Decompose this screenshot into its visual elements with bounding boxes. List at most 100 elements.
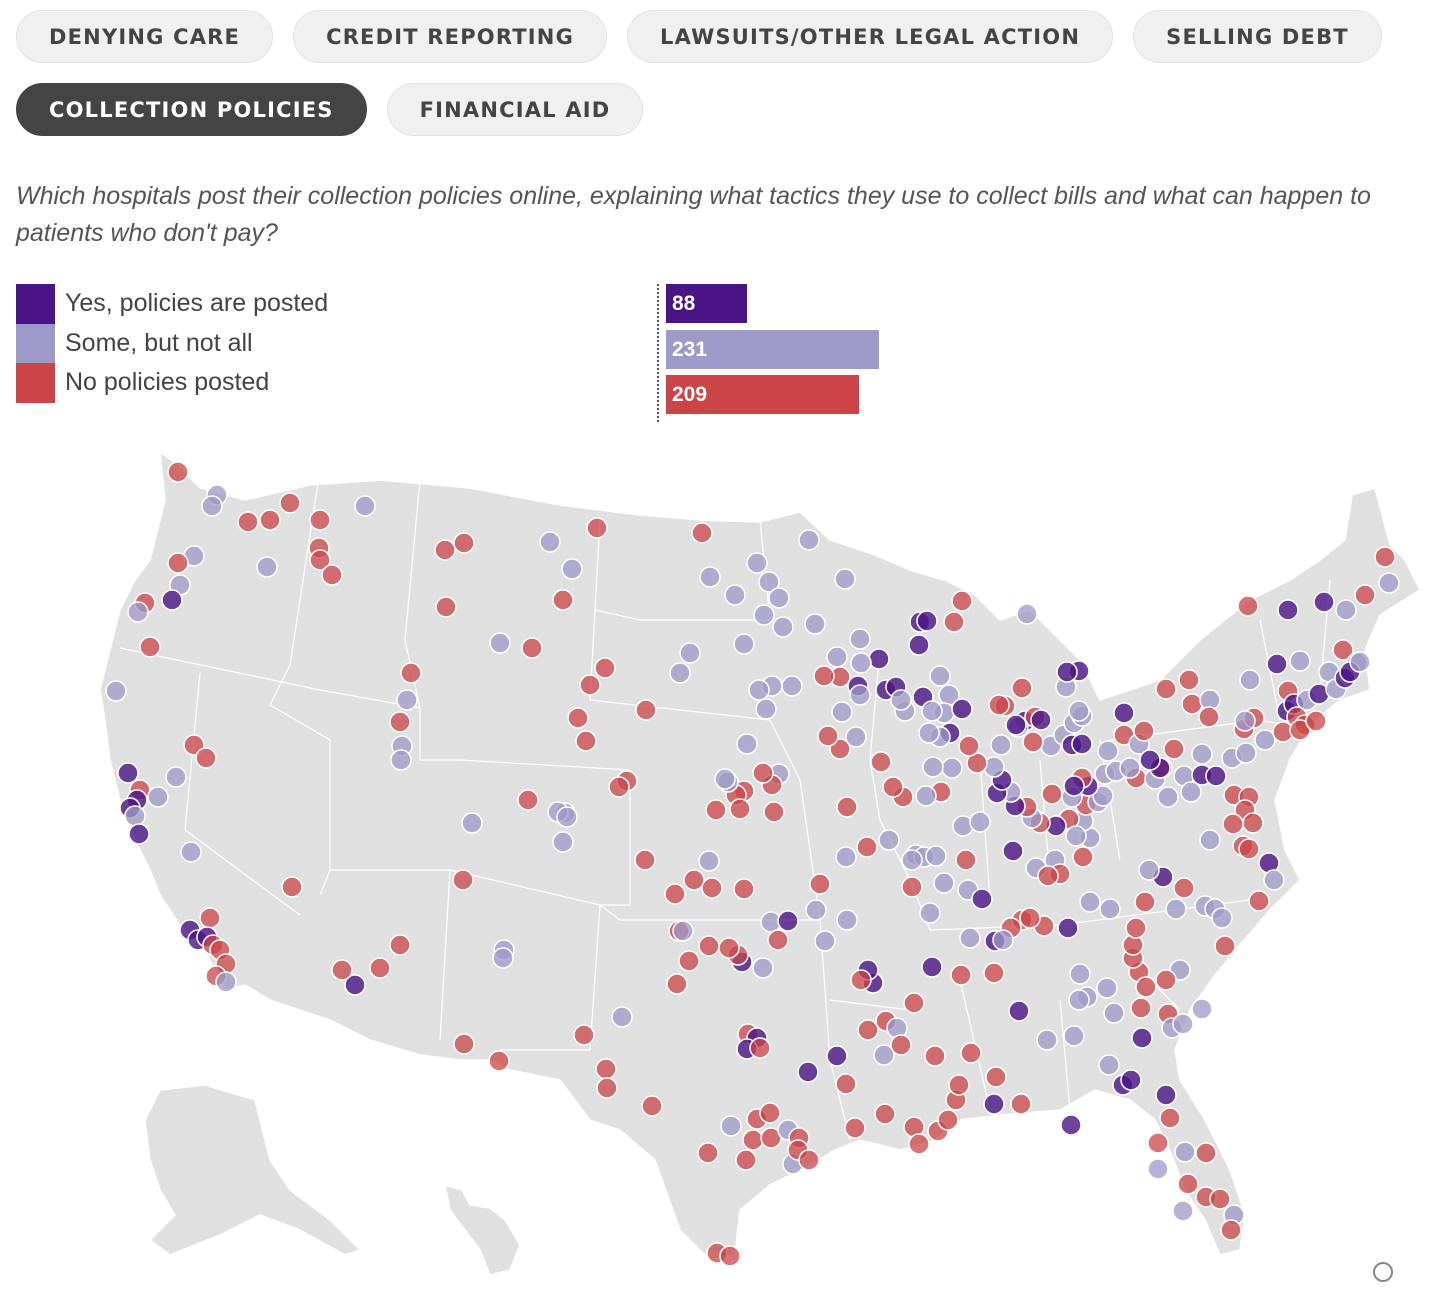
hospital-dot-no[interactable]: [1332, 639, 1354, 661]
hospital-dot-no[interactable]: [752, 762, 774, 784]
hospital-dot-no[interactable]: [1135, 976, 1157, 998]
hospital-dot-yes[interactable]: [868, 648, 890, 670]
hospital-dot-yes[interactable]: [983, 1093, 1005, 1115]
hospital-dot-some[interactable]: [1180, 781, 1202, 803]
hospital-dot-some[interactable]: [836, 909, 858, 931]
hospital-dot-some[interactable]: [915, 785, 937, 807]
hospital-dot-yes[interactable]: [1266, 653, 1288, 675]
hospital-dot-no[interactable]: [281, 876, 303, 898]
hospital-dot-no[interactable]: [697, 1142, 719, 1164]
hospital-dot-no[interactable]: [453, 532, 475, 554]
hospital-dot-no[interactable]: [452, 869, 474, 891]
hospital-dot-some[interactable]: [1099, 898, 1121, 920]
hospital-dot-no[interactable]: [666, 973, 688, 995]
hospital-dot-no[interactable]: [951, 590, 973, 612]
hospital-dot-some[interactable]: [921, 700, 943, 722]
hospital-dot-no[interactable]: [870, 751, 892, 773]
hospital-dot-no[interactable]: [488, 1050, 510, 1072]
hospital-dot-no[interactable]: [924, 1045, 946, 1067]
hospital-dot-no[interactable]: [678, 950, 700, 972]
hospital-dot-some[interactable]: [992, 929, 1014, 951]
hospital-dot-yes[interactable]: [826, 1045, 848, 1067]
hospital-dot-some[interactable]: [180, 841, 202, 863]
hospital-dot-some[interactable]: [1068, 700, 1090, 722]
hospital-dot-some[interactable]: [929, 665, 951, 687]
hospital-dot-no[interactable]: [767, 929, 789, 951]
hospital-dot-some[interactable]: [127, 601, 149, 623]
hospital-dot-some[interactable]: [1191, 998, 1213, 1020]
hospital-dot-some[interactable]: [919, 902, 941, 924]
hospital-dot-no[interactable]: [856, 836, 878, 858]
hospital-dot-yes[interactable]: [971, 888, 993, 910]
hospital-dot-no[interactable]: [434, 539, 456, 561]
us-hospital-map[interactable]: [0, 430, 1442, 1290]
hospital-dot-no[interactable]: [1041, 783, 1063, 805]
hospital-dot-some[interactable]: [461, 812, 483, 834]
hospital-dot-no[interactable]: [1374, 546, 1396, 568]
hospital-dot-yes[interactable]: [1120, 1069, 1142, 1091]
hospital-dot-no[interactable]: [1155, 969, 1177, 991]
hospital-dot-some[interactable]: [772, 616, 794, 638]
hospital-dot-no[interactable]: [608, 776, 630, 798]
hospital-dot-some[interactable]: [1016, 603, 1038, 625]
tab-credit-reporting[interactable]: CREDIT REPORTING: [293, 10, 608, 63]
hospital-dot-no[interactable]: [983, 962, 1005, 984]
hospital-dot-some[interactable]: [720, 1115, 742, 1137]
hospital-dot-some[interactable]: [925, 845, 947, 867]
hospital-dot-some[interactable]: [1036, 1029, 1058, 1051]
hospital-dot-no[interactable]: [1242, 812, 1264, 834]
tab-denying-care[interactable]: DENYING CARE: [16, 10, 274, 63]
hospital-dot-no[interactable]: [1155, 678, 1177, 700]
hospital-dot-no[interactable]: [943, 611, 965, 633]
hospital-dot-no[interactable]: [167, 461, 189, 483]
hospital-dot-no[interactable]: [844, 1117, 866, 1139]
hospital-dot-no[interactable]: [733, 878, 755, 900]
hospital-dot-some[interactable]: [752, 957, 774, 979]
hospital-dot-some[interactable]: [1092, 785, 1114, 807]
hospital-dot-some[interactable]: [492, 947, 514, 969]
hospital-dot-no[interactable]: [1238, 838, 1260, 860]
hospital-dot-some[interactable]: [922, 756, 944, 778]
hospital-dot-some[interactable]: [1096, 977, 1118, 999]
hospital-dot-no[interactable]: [567, 707, 589, 729]
hospital-dot-some[interactable]: [1172, 1013, 1194, 1035]
hospital-dot-some[interactable]: [933, 872, 955, 894]
hospital-dot-no[interactable]: [309, 509, 331, 531]
hospital-dot-no[interactable]: [594, 657, 616, 679]
hospital-dot-some[interactable]: [1349, 651, 1371, 673]
hospital-dot-some[interactable]: [758, 571, 780, 593]
hospital-dot-no[interactable]: [1011, 677, 1033, 699]
hospital-dot-some[interactable]: [611, 1006, 633, 1028]
hospital-dot-no[interactable]: [1173, 877, 1195, 899]
hospital-dot-no[interactable]: [195, 747, 217, 769]
hospital-dot-no[interactable]: [763, 801, 785, 823]
hospital-dot-no[interactable]: [453, 1033, 475, 1055]
hospital-dot-yes[interactable]: [117, 762, 139, 784]
hospital-dot-some[interactable]: [755, 698, 777, 720]
hospital-dot-yes[interactable]: [344, 974, 366, 996]
hospital-dot-some[interactable]: [746, 552, 768, 574]
hospital-dot-no[interactable]: [595, 1058, 617, 1080]
hospital-dot-no[interactable]: [950, 964, 972, 986]
tab-collection-policies[interactable]: COLLECTION POLICIES: [16, 83, 367, 136]
hospital-dot-some[interactable]: [396, 689, 418, 711]
hospital-dot-some[interactable]: [768, 587, 790, 609]
hospital-dot-some[interactable]: [1378, 572, 1400, 594]
hospital-dot-no[interactable]: [813, 665, 835, 687]
hospital-dot-no[interactable]: [1248, 890, 1270, 912]
hospital-dot-some[interactable]: [890, 689, 912, 711]
hospital-dot-some[interactable]: [941, 757, 963, 779]
hospital-dot-some[interactable]: [781, 675, 803, 697]
hospital-dot-no[interactable]: [1354, 584, 1376, 606]
hospital-dot-no[interactable]: [1010, 1093, 1032, 1115]
hospital-dot-no[interactable]: [139, 636, 161, 658]
hospital-dot-yes[interactable]: [1155, 1084, 1177, 1106]
hospital-dot-some[interactable]: [845, 726, 867, 748]
hospital-dot-some[interactable]: [878, 829, 900, 851]
hospital-dot-some[interactable]: [834, 568, 856, 590]
hospital-dot-some[interactable]: [1199, 829, 1221, 851]
hospital-dot-no[interactable]: [729, 798, 751, 820]
hospital-dot-some[interactable]: [669, 662, 691, 684]
hospital-dot-some[interactable]: [1172, 1200, 1194, 1222]
hospital-dot-yes[interactable]: [1139, 749, 1161, 771]
